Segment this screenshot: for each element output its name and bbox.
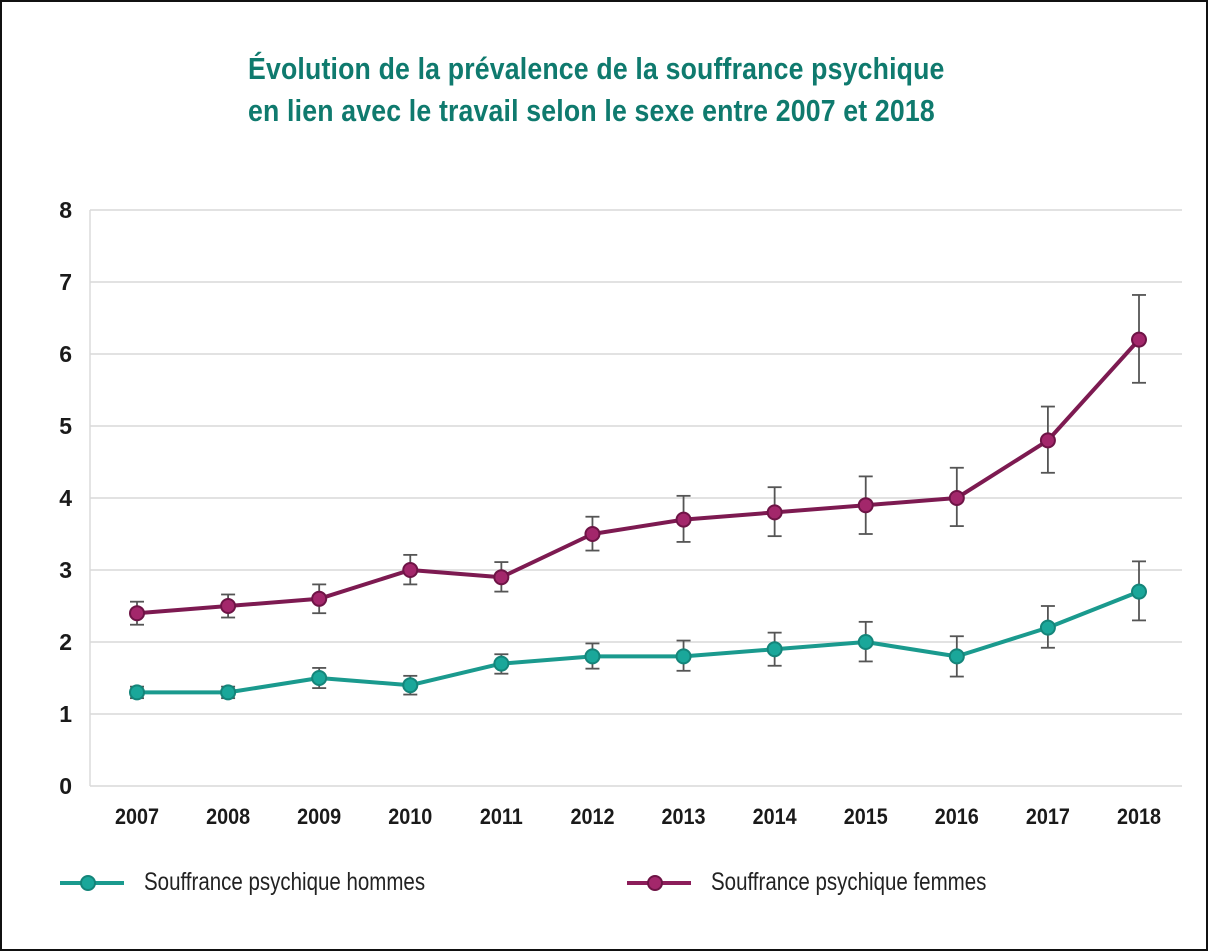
data-point [493, 655, 510, 672]
y-tick-label: 4 [59, 485, 72, 511]
x-tick-label: 2011 [480, 805, 523, 829]
legend-marker-hommes-icon [60, 874, 124, 891]
data-point [402, 562, 419, 578]
data-point [675, 511, 692, 528]
data-point [220, 684, 237, 701]
series-layer [129, 294, 1147, 701]
legend-label-hommes: Souffrance psychique hommes [144, 868, 426, 896]
legend-marker-femmes-icon [627, 874, 691, 891]
y-tick-label: 1 [59, 701, 72, 727]
data-point [220, 598, 237, 614]
y-axis-ticks: 0 1 2 3 4 5 6 7 8 [59, 197, 72, 799]
y-tick-label: 3 [59, 557, 72, 583]
data-point [766, 641, 783, 658]
legend-item-femmes[interactable]: Souffrance psychique femmes [625, 868, 1047, 897]
data-point [311, 590, 328, 607]
legend-label-femmes: Souffrance psychique femmes [711, 868, 987, 896]
data-point [402, 677, 419, 694]
data-point [948, 490, 965, 506]
x-tick-label: 2009 [297, 805, 341, 829]
x-axis-ticks: 2007 2008 2009 2010 2011 2012 2013 2014 2015 2016… [115, 805, 1161, 829]
x-tick-label: 2015 [844, 805, 888, 829]
data-point [1131, 583, 1147, 600]
data-point [948, 648, 965, 665]
x-tick-label: 2013 [662, 805, 706, 829]
data-point [129, 605, 145, 622]
legend-item-hommes[interactable]: Souffrance psychique hommes [58, 868, 487, 897]
chart-title: Évolution de la prévalence de la souffra… [248, 48, 1022, 132]
y-tick-label: 7 [59, 269, 72, 295]
y-tick-label: 5 [59, 413, 72, 439]
data-point [857, 634, 874, 650]
data-point [857, 497, 874, 514]
series-femmes [129, 294, 1147, 626]
series-line [136, 338, 1141, 616]
series-hommes [129, 560, 1147, 701]
data-point [584, 648, 601, 665]
data-point [1039, 432, 1056, 449]
data-point [766, 504, 783, 521]
data-point [311, 670, 328, 686]
data-point [1131, 331, 1147, 348]
x-tick-label: 2018 [1117, 805, 1161, 829]
x-tick-label: 2012 [570, 805, 614, 829]
x-tick-label: 2016 [935, 805, 979, 829]
x-tick-label: 2017 [1026, 805, 1070, 829]
x-tick-label: 2007 [115, 805, 159, 829]
y-tick-label: 6 [59, 341, 72, 367]
x-tick-label: 2014 [753, 805, 797, 829]
y-tick-label: 8 [59, 197, 72, 223]
data-point [1039, 619, 1056, 636]
x-tick-label: 2008 [206, 805, 250, 829]
chart-title-line-2: en lien avec le travail selon le sexe en… [248, 93, 935, 128]
data-point [493, 569, 510, 586]
grid-lines [89, 209, 1182, 787]
data-point [129, 684, 145, 701]
series-line [137, 589, 1140, 695]
y-tick-label: 0 [59, 773, 72, 799]
x-tick-label: 2010 [388, 805, 432, 829]
y-tick-label: 2 [59, 629, 72, 655]
data-point [584, 526, 601, 542]
chart-title-line-1: Évolution de la prévalence de la souffra… [248, 51, 945, 86]
data-point [675, 648, 692, 665]
